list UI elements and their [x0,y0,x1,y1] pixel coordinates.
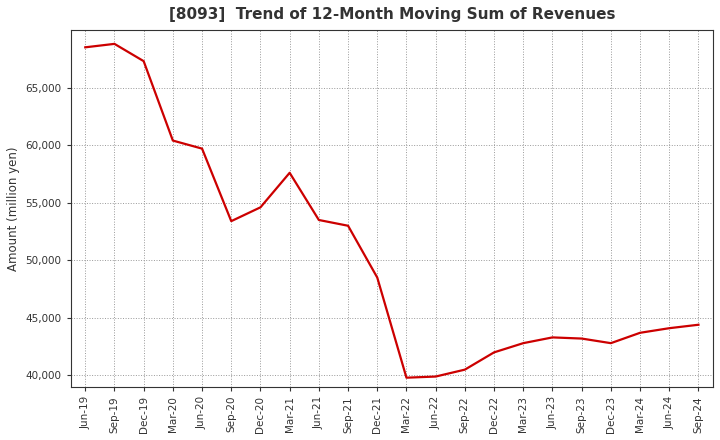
Y-axis label: Amount (million yen): Amount (million yen) [7,146,20,271]
Title: [8093]  Trend of 12-Month Moving Sum of Revenues: [8093] Trend of 12-Month Moving Sum of R… [168,7,615,22]
